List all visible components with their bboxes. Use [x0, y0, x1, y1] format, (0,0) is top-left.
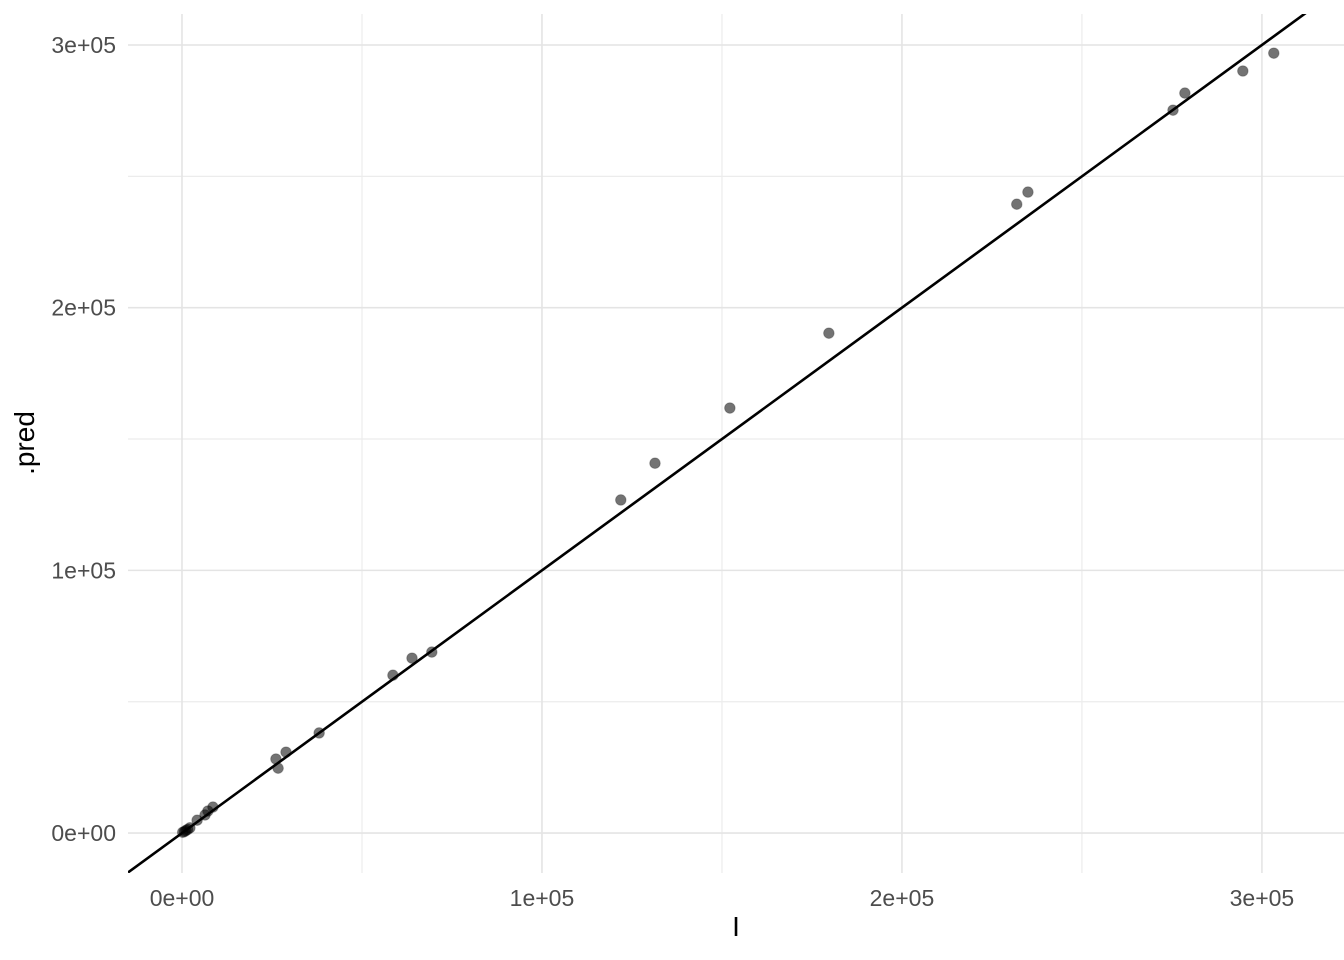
data-point — [1237, 65, 1249, 77]
identity-line — [128, 14, 1307, 873]
data-point — [426, 646, 438, 658]
data-point — [724, 402, 736, 414]
x-tick-label: 2e+05 — [870, 885, 935, 911]
data-point — [207, 801, 219, 813]
data-point — [272, 762, 284, 774]
data-point — [1268, 47, 1280, 59]
data-point — [1179, 87, 1191, 99]
x-tick-label: 0e+00 — [150, 885, 215, 911]
data-point — [387, 669, 399, 681]
data-point — [184, 822, 196, 834]
data-point — [823, 327, 835, 339]
y-tick-label: 3e+05 — [51, 32, 116, 58]
y-tick-label: 0e+00 — [51, 820, 116, 846]
data-point — [615, 494, 627, 506]
x-tick-label: 3e+05 — [1230, 885, 1295, 911]
y-tick-label: 1e+05 — [51, 557, 116, 583]
data-point — [313, 727, 325, 739]
data-point — [280, 746, 292, 758]
data-point — [406, 652, 418, 664]
data-point — [1022, 186, 1034, 198]
x-axis-title: I — [732, 911, 740, 942]
x-tick-label: 1e+05 — [510, 885, 575, 911]
data-point — [1010, 198, 1023, 210]
y-tick-label: 2e+05 — [51, 295, 116, 321]
data-point — [649, 457, 661, 470]
data-point — [191, 814, 203, 826]
y-axis-title: .pred — [9, 411, 40, 475]
data-point — [1167, 104, 1179, 116]
